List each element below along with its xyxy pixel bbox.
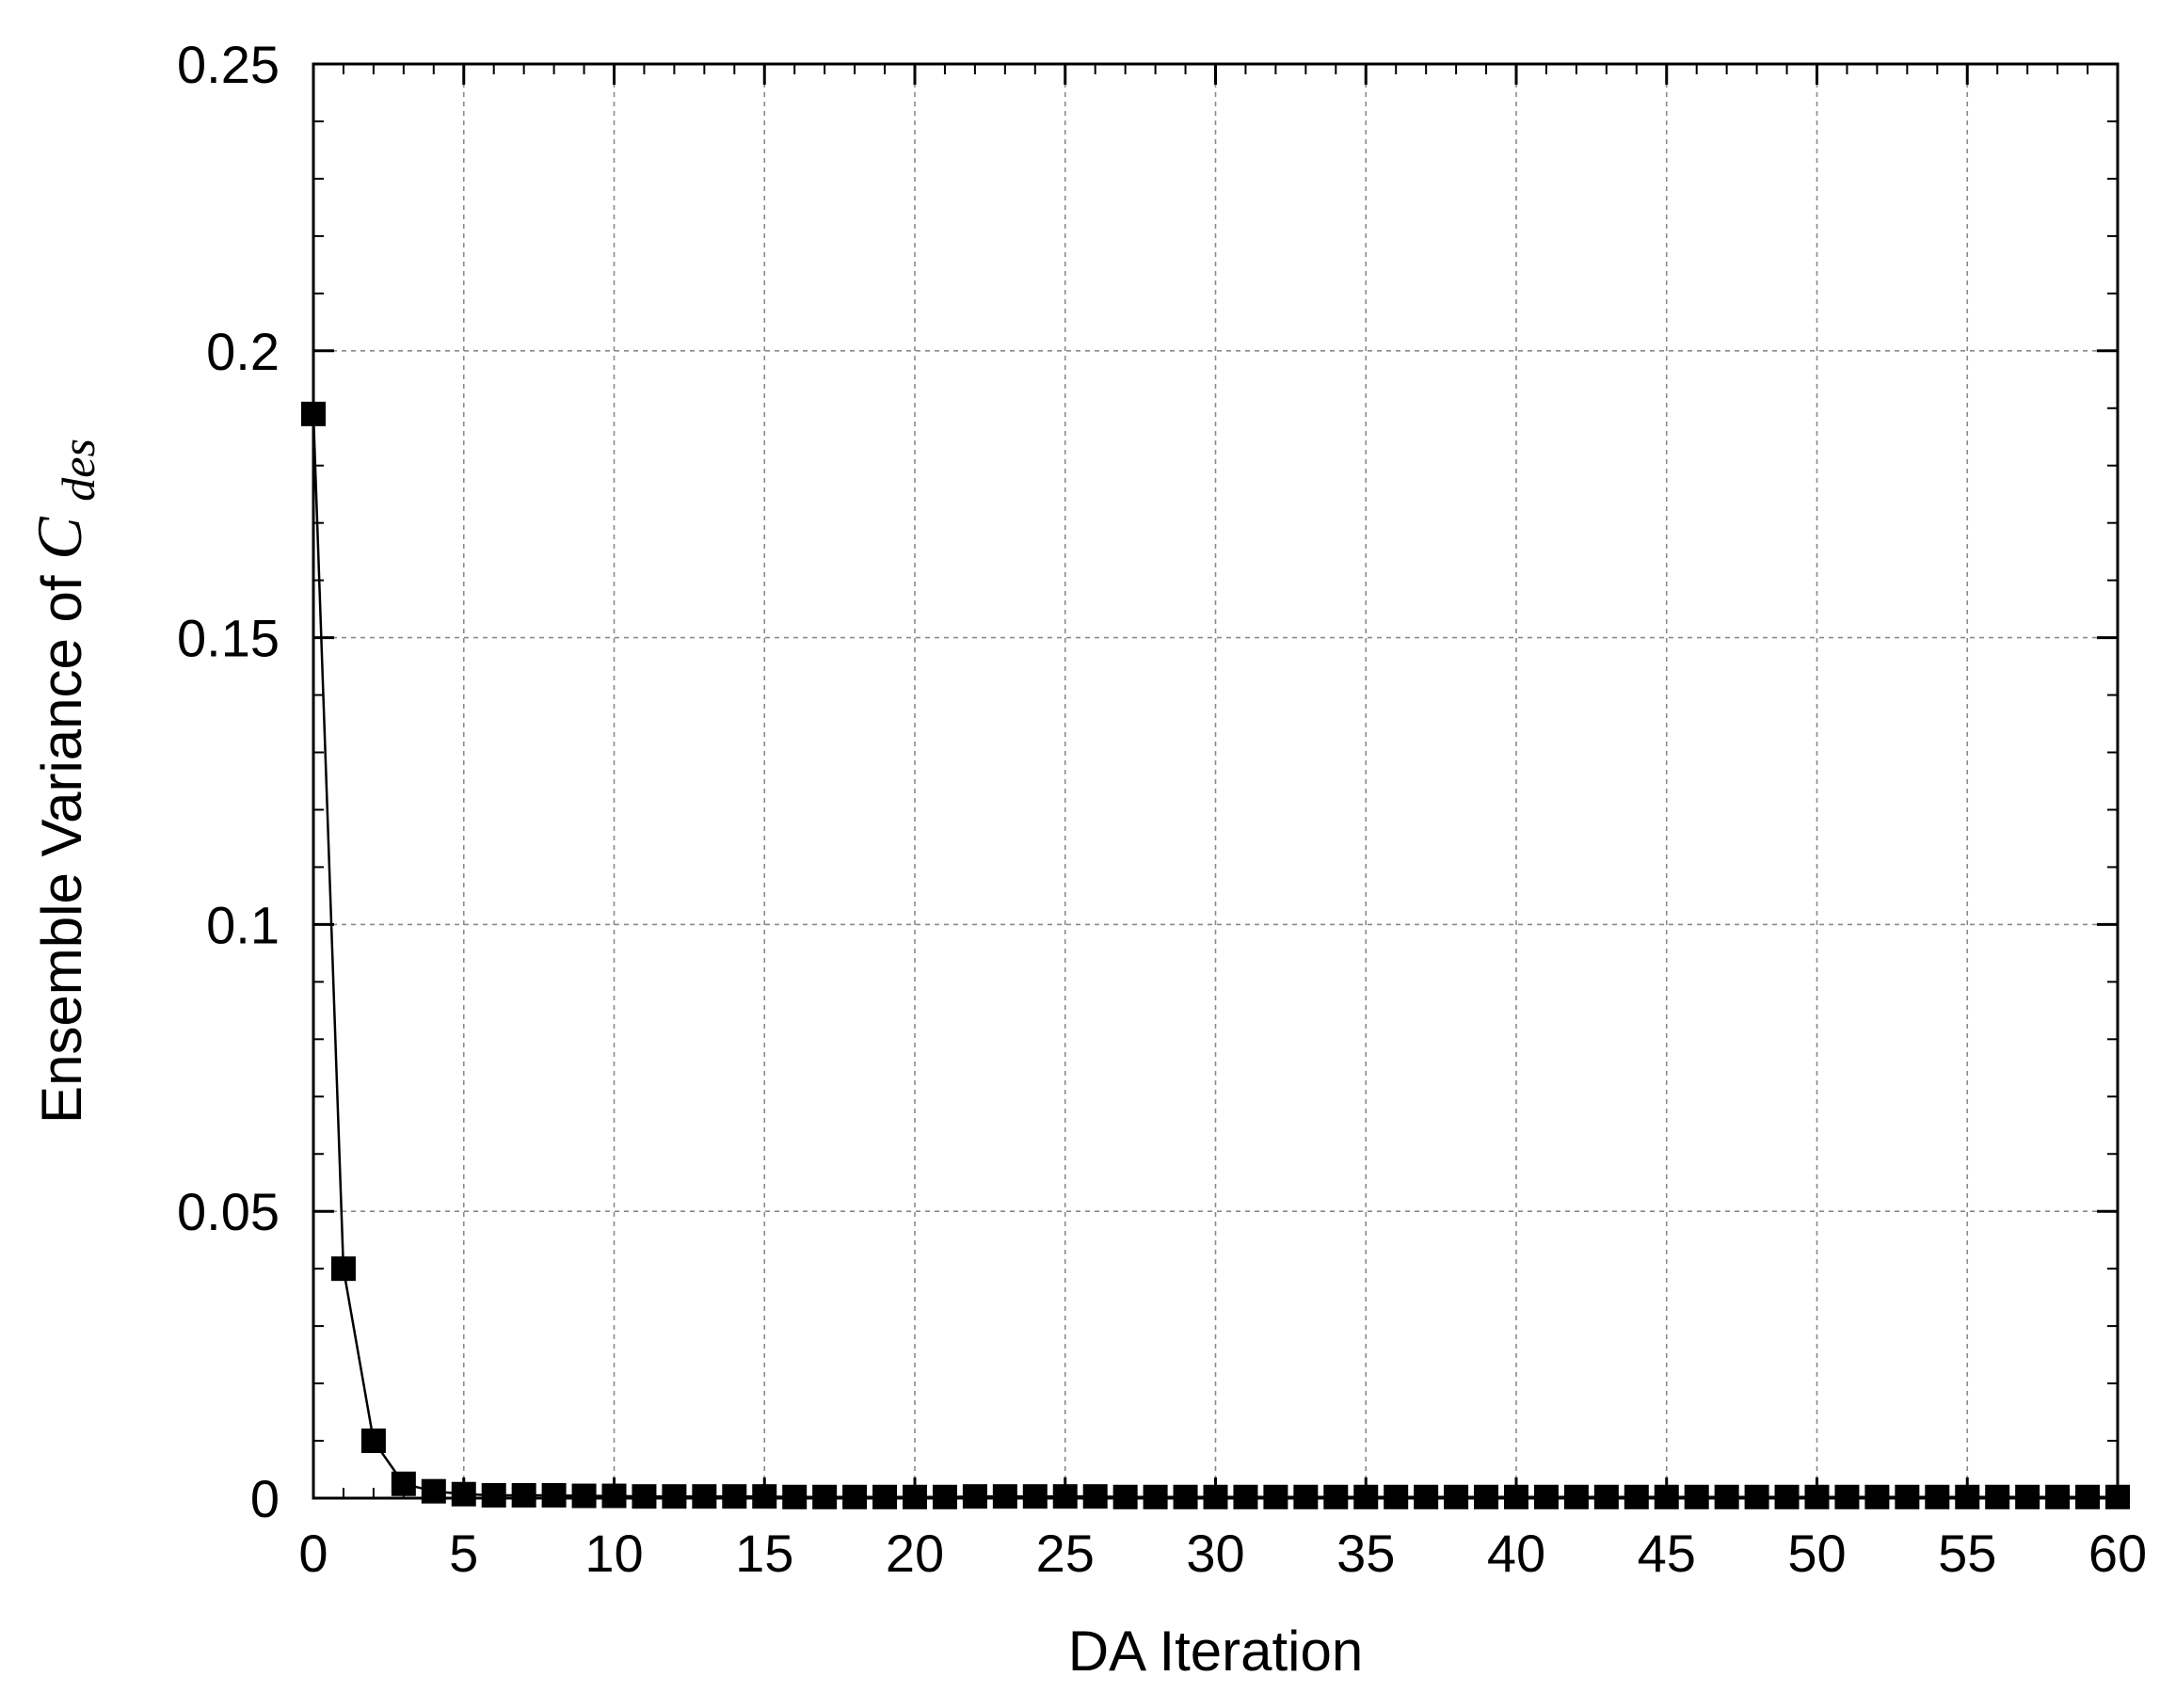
x-tick-label: 10 — [584, 1524, 643, 1583]
x-tick-label: 35 — [1336, 1524, 1395, 1583]
data-point — [722, 1484, 747, 1509]
data-point — [571, 1483, 597, 1508]
x-tick-label: 5 — [449, 1524, 478, 1583]
data-point — [662, 1484, 687, 1509]
data-point — [481, 1482, 506, 1508]
y-tick-label: 0.25 — [177, 35, 280, 94]
x-tick-label: 25 — [1036, 1524, 1095, 1583]
grid — [313, 64, 2118, 1498]
y-axis-title-subscript: des — [52, 439, 104, 502]
data-point — [1022, 1484, 1048, 1509]
data-point — [1052, 1484, 1078, 1509]
x-tick-label: 45 — [1638, 1524, 1696, 1583]
y-tick-label: 0.05 — [177, 1182, 280, 1241]
data-point — [752, 1484, 777, 1509]
y-axis-title: Ensemble Variance of C des — [24, 439, 104, 1124]
data-point — [962, 1484, 987, 1509]
y-axis-title-prefix: Ensemble Variance of — [30, 560, 93, 1124]
data-point — [601, 1483, 627, 1508]
data-point — [391, 1471, 416, 1496]
data-point — [421, 1478, 446, 1504]
x-tick-label: 30 — [1186, 1524, 1244, 1583]
data-point — [692, 1484, 717, 1509]
y-tick-label: 0 — [250, 1469, 280, 1528]
x-tick-label: 0 — [298, 1524, 328, 1583]
data-point — [360, 1429, 386, 1454]
data-point — [511, 1482, 536, 1508]
x-tick-label: 55 — [1938, 1524, 1996, 1583]
x-tick-label: 50 — [1787, 1524, 1846, 1583]
data-point — [541, 1482, 567, 1508]
x-axis-title: DA Iteration — [1068, 1620, 1364, 1683]
plot-frame — [312, 62, 2120, 1500]
y-axis-title-symbol: C — [24, 517, 95, 560]
data-point — [330, 1256, 356, 1282]
x-tick-label: 40 — [1487, 1524, 1545, 1583]
data-point — [992, 1484, 1017, 1509]
x-tick-label: 60 — [2088, 1524, 2147, 1583]
data-series — [301, 401, 2130, 1509]
y-tick-label: 0.2 — [206, 322, 280, 381]
data-point — [1082, 1484, 1108, 1509]
tick-labels: 0 5 10 15 20 25 30 35 40 45 50 55 60 0 0.05 0.1 0.15 0.2 0… — [177, 35, 2147, 1583]
data-point — [451, 1481, 476, 1507]
x-tick-label: 20 — [886, 1524, 944, 1583]
data-point — [632, 1484, 657, 1509]
y-tick-label: 0.1 — [206, 895, 280, 954]
y-tick-label: 0.15 — [177, 609, 280, 668]
x-tick-label: 15 — [735, 1524, 793, 1583]
